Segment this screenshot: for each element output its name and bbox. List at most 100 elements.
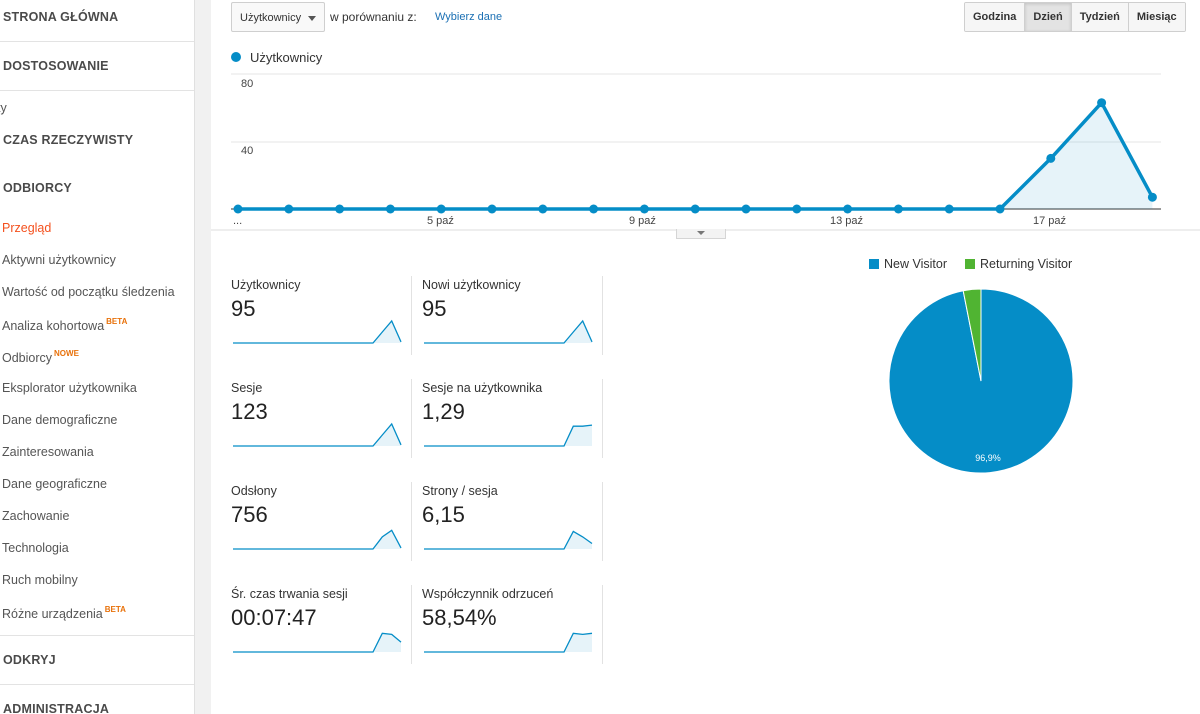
chart-collapse-toggle[interactable] bbox=[676, 229, 726, 239]
x-tick-label: 17 paź bbox=[1033, 215, 1066, 227]
metric-sparkline bbox=[233, 632, 402, 653]
line-point[interactable] bbox=[436, 204, 446, 214]
sidebar-item-behavior[interactable]: Zachowanie bbox=[2, 509, 69, 523]
metric-sparkline bbox=[424, 530, 593, 550]
line-chart-svg: 80 40 ... 5 paź 9 paź 13 paź 17 paź bbox=[211, 73, 1200, 231]
sidebar-item-cohort[interactable]: Analiza kohortowa BETA bbox=[2, 317, 127, 333]
sparkline-area bbox=[424, 425, 592, 446]
divider bbox=[0, 90, 194, 91]
sidebar-item-overview[interactable]: Przegląd bbox=[2, 221, 51, 235]
divider bbox=[0, 41, 194, 42]
line-point[interactable] bbox=[385, 204, 395, 214]
line-point[interactable] bbox=[1046, 153, 1056, 163]
sidebar-item-label: Zachowanie bbox=[2, 509, 70, 523]
divider bbox=[411, 379, 412, 458]
metric-users[interactable]: Użytkownicy 95 bbox=[231, 278, 411, 356]
line-point[interactable] bbox=[690, 204, 700, 214]
metric-label: Nowi użytkownicy bbox=[422, 278, 521, 292]
divider bbox=[0, 635, 194, 636]
line-point[interactable] bbox=[995, 204, 1005, 214]
line-point[interactable] bbox=[335, 204, 345, 214]
pie-legend-new[interactable]: New Visitor bbox=[869, 257, 947, 271]
sidebar-item-active-users[interactable]: Aktywni użytkownicy bbox=[2, 253, 116, 267]
metric-value: 00:07:47 bbox=[231, 605, 317, 630]
line-point[interactable] bbox=[741, 204, 751, 214]
sidebar-item-label: Analiza kohortowa bbox=[2, 319, 105, 333]
nav-home[interactable]: STRONA GŁÓWNA bbox=[3, 10, 119, 24]
sidebar-item-label: Ruch mobilny bbox=[2, 573, 78, 587]
metric-sessions-per-user[interactable]: Sesje na użytkownika 1,29 bbox=[422, 381, 602, 459]
line-point[interactable] bbox=[639, 204, 649, 214]
metric-select[interactable]: Użytkownicy bbox=[231, 2, 325, 32]
period-month-button[interactable]: Miesiąc bbox=[1128, 3, 1185, 31]
sparkline-area bbox=[233, 530, 401, 549]
legend-swatch bbox=[965, 259, 975, 269]
sidebar-item-cross-device[interactable]: Różne urządzenia BETA bbox=[2, 605, 126, 621]
pie-legend-returning[interactable]: Returning Visitor bbox=[965, 257, 1072, 271]
nav-customization[interactable]: DOSTOSOWANIE bbox=[3, 59, 109, 73]
line-points bbox=[233, 98, 1157, 214]
sidebar-item-label: Przegląd bbox=[2, 221, 52, 235]
metric-value: 123 bbox=[231, 399, 268, 424]
line-point[interactable] bbox=[589, 204, 599, 214]
metric-avg-session-duration[interactable]: Śr. czas trwania sesji 00:07:47 bbox=[231, 587, 411, 665]
divider bbox=[602, 482, 603, 561]
y-tick-label: 80 bbox=[241, 78, 253, 90]
sidebar-item-user-explorer[interactable]: Eksplorator użytkownika bbox=[2, 381, 137, 395]
sidebar-item-interests[interactable]: Zainteresowania bbox=[2, 445, 94, 459]
metric-sparkline bbox=[424, 424, 593, 447]
metric-pages-per-session[interactable]: Strony / sesja 6,15 bbox=[422, 484, 602, 562]
metric-sessions[interactable]: Sesje 123 bbox=[231, 381, 411, 459]
line-point[interactable] bbox=[1097, 98, 1107, 108]
metric-sparkline bbox=[233, 319, 402, 344]
line-point[interactable] bbox=[487, 204, 497, 214]
period-day-button[interactable]: Dzień bbox=[1025, 3, 1072, 31]
metric-value: 95 bbox=[231, 296, 256, 321]
metric-new-users[interactable]: Nowi użytkownicy 95 bbox=[422, 278, 602, 356]
legend-swatch bbox=[869, 259, 879, 269]
nav-partial-item[interactable]: ty bbox=[0, 101, 7, 115]
pie-slice-label: 96,9% bbox=[975, 453, 1001, 463]
sidebar-item-label: Dane demograficzne bbox=[2, 413, 118, 427]
sidebar-item-audiences[interactable]: Odbiorcy NOWE bbox=[2, 349, 79, 365]
nav-realtime[interactable]: CZAS RZECZYWISTY bbox=[3, 133, 134, 147]
sidebar-item-mobile[interactable]: Ruch mobilny bbox=[2, 573, 78, 587]
line-point[interactable] bbox=[538, 204, 548, 214]
nav-discover[interactable]: ODKRYJ bbox=[3, 653, 56, 667]
nav-audience[interactable]: ODBIORCY bbox=[3, 181, 72, 195]
compare-select-link[interactable]: Wybierz dane bbox=[435, 11, 503, 23]
sparkline-line bbox=[424, 319, 593, 344]
sparkline-line bbox=[233, 632, 402, 653]
line-point[interactable] bbox=[893, 204, 903, 214]
metric-value: 95 bbox=[422, 296, 447, 321]
x-tick-label: 13 paź bbox=[830, 215, 863, 227]
divider bbox=[602, 276, 603, 355]
sparkline-line bbox=[424, 530, 593, 550]
sparkline-line bbox=[424, 632, 593, 653]
pie-slice-returning-visitor bbox=[962, 288, 982, 382]
nav-admin[interactable]: ADMINISTRACJA bbox=[3, 702, 110, 714]
line-point[interactable] bbox=[843, 204, 853, 214]
line-point[interactable] bbox=[944, 204, 954, 214]
sidebar-item-lifetime-value[interactable]: Wartość od początku śledzenia bbox=[2, 285, 175, 299]
beta-badge: BETA bbox=[104, 605, 126, 614]
sidebar-item-label: Technologia bbox=[2, 541, 69, 555]
line-point[interactable] bbox=[284, 204, 294, 214]
period-week-button[interactable]: Tydzień bbox=[1071, 3, 1129, 31]
sidebar-item-technology[interactable]: Technologia bbox=[2, 541, 69, 555]
sparkline-area bbox=[233, 424, 401, 446]
sparkline-area bbox=[424, 321, 592, 343]
line-point[interactable] bbox=[233, 204, 243, 214]
line-point[interactable] bbox=[792, 204, 802, 214]
sidebar-item-demographics[interactable]: Dane demograficzne bbox=[2, 413, 117, 427]
pie-legend-label: New Visitor bbox=[884, 257, 947, 271]
pie-legend-label: Returning Visitor bbox=[980, 257, 1073, 271]
metric-bounce-rate[interactable]: Współczynnik odrzuceń 58,54% bbox=[422, 587, 602, 665]
period-hour-button[interactable]: Godzina bbox=[965, 3, 1026, 31]
line-point[interactable] bbox=[1147, 192, 1157, 202]
metric-pageviews[interactable]: Odsłony 756 bbox=[231, 484, 411, 562]
sidebar-item-geo[interactable]: Dane geograficzne bbox=[2, 477, 107, 491]
divider bbox=[602, 379, 603, 458]
metric-value: 756 bbox=[231, 502, 268, 527]
series-legend-dot bbox=[231, 52, 241, 62]
